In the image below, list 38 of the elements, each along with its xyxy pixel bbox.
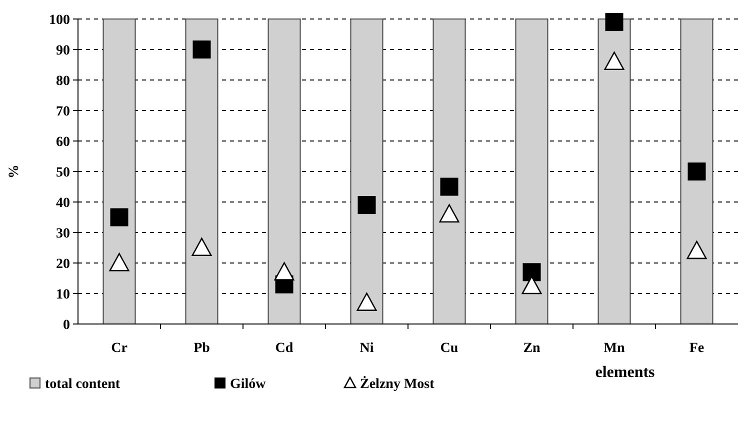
x-tick-label: Cr xyxy=(111,341,128,356)
point xyxy=(109,253,130,272)
point xyxy=(605,13,624,32)
x-tick-label: Pb xyxy=(194,341,210,356)
y-tick-label: 60 xyxy=(56,134,70,150)
x-tick-label: Cu xyxy=(440,341,458,356)
x-tick-label: Cd xyxy=(275,341,294,356)
y-tick-label: 100 xyxy=(49,12,70,28)
y-tick-label: 10 xyxy=(56,287,70,302)
y-tick-label: 40 xyxy=(56,196,70,211)
y-tick-label: 20 xyxy=(56,256,70,272)
point xyxy=(356,292,377,311)
x-tick-label: Ni xyxy=(360,341,374,356)
y-tick-label: 50 xyxy=(56,165,70,180)
point xyxy=(604,52,624,70)
legend-label: Gilów xyxy=(230,376,267,392)
point xyxy=(686,240,707,260)
y-tick-label: 90 xyxy=(56,43,70,58)
x-tick-label: Fe xyxy=(689,341,704,356)
legend-label: Żelzny Most xyxy=(360,376,435,392)
point xyxy=(440,178,458,196)
y-tick-label: 0 xyxy=(63,318,70,333)
y-tick-label: 30 xyxy=(56,226,70,242)
point xyxy=(192,40,211,58)
y-axis-title: % xyxy=(7,164,22,178)
y-tick-label: 80 xyxy=(56,74,70,89)
point xyxy=(192,238,212,256)
point xyxy=(358,196,376,214)
point xyxy=(274,262,294,280)
point xyxy=(439,204,460,222)
y-tick-label: 70 xyxy=(56,104,70,120)
x-tick-label: Zn xyxy=(523,341,541,356)
x-tick-label: Mn xyxy=(604,341,625,356)
legend-label: total content xyxy=(45,376,120,392)
point xyxy=(110,208,128,226)
point xyxy=(522,263,541,282)
point xyxy=(688,162,706,180)
x-axis-title: elements xyxy=(595,364,655,381)
